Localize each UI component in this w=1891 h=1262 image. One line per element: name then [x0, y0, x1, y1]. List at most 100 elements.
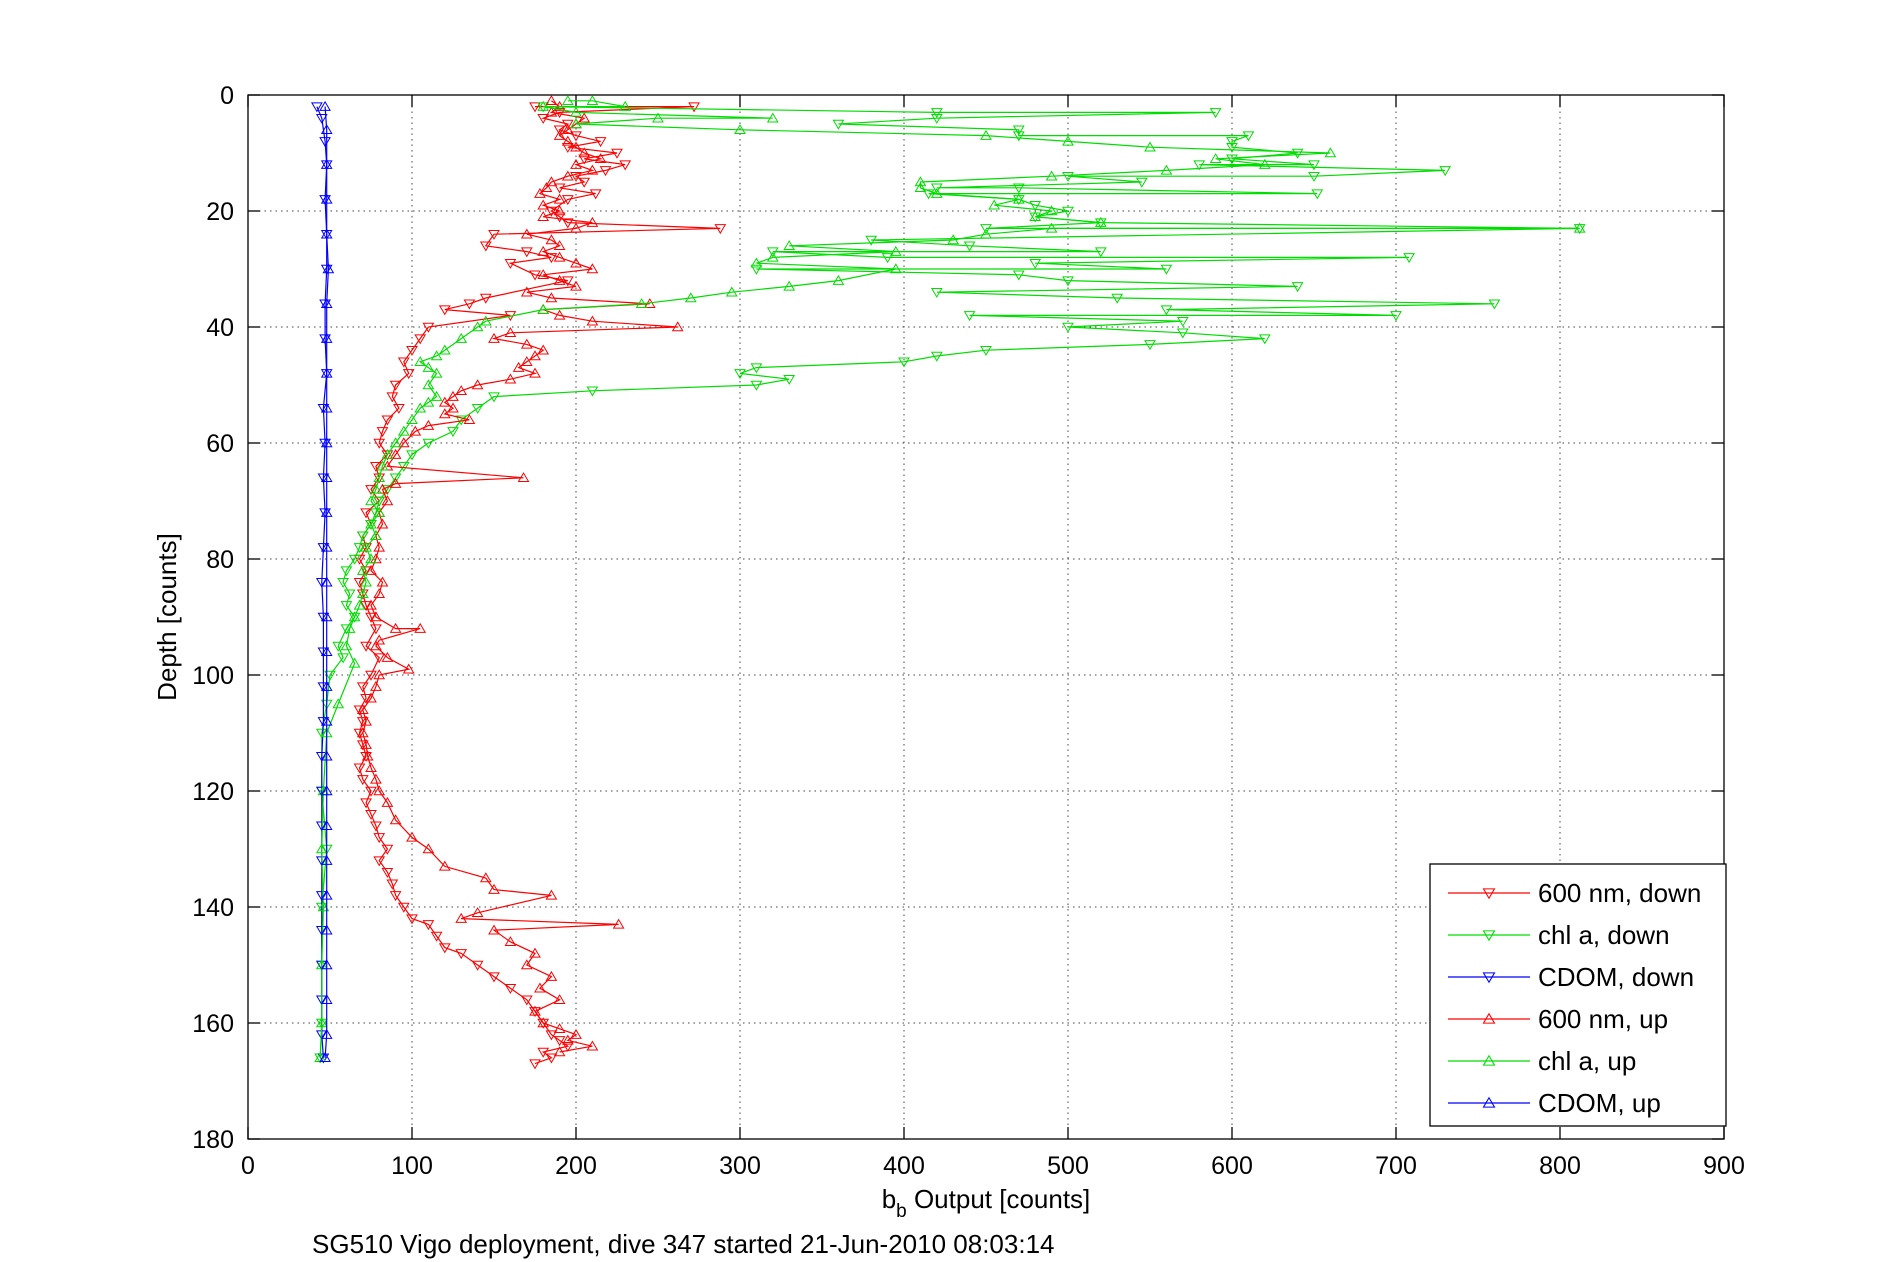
data-point — [430, 350, 443, 361]
data-point — [370, 461, 382, 472]
data-point — [512, 361, 525, 372]
data-point — [561, 1034, 574, 1045]
x-axis-label-main: b — [882, 1184, 896, 1214]
series-600-nm-down — [353, 102, 727, 1070]
data-point — [317, 647, 330, 658]
data-point — [570, 222, 582, 233]
data-point — [315, 751, 328, 762]
data-point — [376, 483, 389, 494]
data-point — [930, 187, 943, 198]
data-point — [488, 332, 500, 343]
data-point — [783, 240, 796, 251]
data-point — [315, 577, 328, 588]
data-point — [545, 106, 558, 117]
data-point — [315, 925, 328, 936]
data-point — [545, 253, 558, 264]
data-point — [365, 692, 377, 703]
data-point — [365, 599, 377, 610]
data-point — [1045, 205, 1058, 216]
data-point — [373, 785, 386, 796]
plot-frame — [247, 94, 1725, 1140]
data-point — [578, 112, 591, 123]
y-axis-label: Depth [counts] — [152, 533, 182, 701]
data-point — [430, 390, 443, 401]
x-tick-label: 700 — [1375, 1152, 1417, 1180]
data-point — [386, 392, 399, 403]
data-point — [586, 1040, 599, 1051]
data-point — [340, 624, 353, 635]
data-point — [365, 786, 377, 797]
data-point — [471, 960, 484, 971]
data-point — [373, 438, 386, 449]
data-point — [386, 879, 399, 890]
data-point — [1439, 166, 1452, 177]
y-tick-label: 180 — [192, 1126, 234, 1154]
data-point — [360, 601, 372, 612]
data-point — [553, 309, 566, 320]
data-point — [1062, 276, 1074, 287]
data-point — [389, 448, 402, 459]
data-point — [356, 564, 369, 575]
data-point — [320, 402, 333, 413]
axis-ticks: 0 100 200 300 400 500 600 700 800 900 0 20 40 60 80 100… — [192, 82, 1745, 1180]
data-point — [553, 193, 566, 204]
data-point — [320, 646, 333, 657]
data-point — [612, 918, 625, 929]
data-point — [832, 274, 845, 285]
data-point — [438, 305, 451, 316]
data-point — [1062, 171, 1074, 182]
data-point — [1062, 206, 1074, 217]
data-point — [537, 245, 550, 256]
series-line — [319, 106, 1580, 1058]
legend-label: CDOM, down — [1538, 962, 1694, 992]
data-point — [1258, 158, 1271, 169]
data-point — [447, 390, 459, 401]
y-tick-label: 140 — [192, 894, 234, 922]
data-point — [930, 351, 943, 362]
data-point — [914, 176, 927, 187]
data-point — [389, 380, 402, 391]
y-tick-label: 80 — [206, 546, 234, 574]
data-point — [930, 287, 943, 298]
data-point — [365, 762, 377, 773]
data-point — [397, 357, 410, 368]
data-point — [553, 212, 566, 223]
data-point — [570, 106, 582, 117]
data-point — [611, 148, 623, 159]
data-point — [570, 171, 582, 182]
legend-label: 600 nm, up — [1538, 1004, 1668, 1034]
data-point — [1193, 160, 1206, 171]
data-point — [1573, 222, 1586, 233]
data-point — [714, 224, 727, 235]
x-tick-label: 100 — [391, 1152, 433, 1180]
data-point — [537, 269, 550, 280]
x-tick-label: 500 — [1047, 1152, 1089, 1180]
series-600-nm-up — [356, 95, 684, 1057]
data-point — [381, 495, 394, 506]
data-point — [725, 286, 738, 297]
data-point — [438, 408, 451, 419]
data-point — [553, 129, 566, 140]
data-point — [561, 195, 574, 206]
data-point — [317, 901, 330, 912]
data-point — [471, 379, 484, 390]
data-point — [1111, 293, 1124, 304]
data-point — [370, 680, 382, 691]
data-point — [561, 135, 574, 146]
data-point — [589, 189, 602, 200]
data-point — [315, 821, 328, 832]
data-point — [537, 199, 550, 210]
data-point — [320, 611, 333, 622]
series-line — [319, 100, 1580, 1058]
data-point — [488, 883, 500, 894]
data-point — [360, 543, 372, 554]
data-point — [570, 118, 582, 129]
data-point — [320, 785, 333, 796]
data-point — [930, 113, 943, 124]
data-point — [1160, 305, 1173, 316]
data-point — [348, 612, 361, 623]
data-point — [370, 640, 382, 651]
data-point — [319, 100, 331, 111]
chart-caption: SG510 Vigo deployment, dive 347 started … — [312, 1229, 1055, 1259]
